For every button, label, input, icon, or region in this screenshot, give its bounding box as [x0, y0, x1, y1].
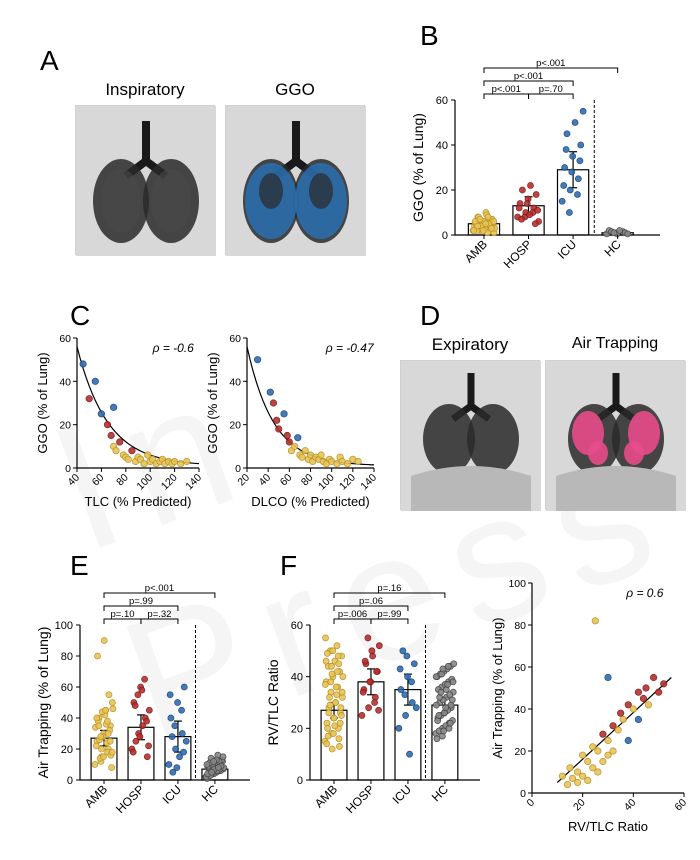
svg-text:HC: HC — [429, 782, 451, 804]
svg-text:0: 0 — [65, 463, 71, 475]
svg-text:ρ = -0.47: ρ = -0.47 — [325, 341, 375, 355]
panel-a-right-title: GGO — [225, 80, 365, 100]
svg-text:p=.70: p=.70 — [539, 84, 563, 95]
svg-text:80: 80 — [114, 472, 131, 489]
panel-c-label: C — [70, 300, 90, 332]
svg-text:120: 120 — [159, 472, 180, 493]
panel-c-right-chart: 020406020406080100120140GGO (% of Lung)D… — [205, 330, 380, 510]
svg-text:60: 60 — [514, 662, 526, 674]
svg-text:HC: HC — [602, 237, 624, 259]
svg-text:p<.001: p<.001 — [514, 71, 543, 82]
svg-text:0: 0 — [525, 797, 538, 810]
svg-text:AMB: AMB — [312, 782, 340, 810]
ct-inspiratory — [75, 105, 215, 255]
svg-text:40: 40 — [59, 376, 71, 388]
svg-text:100: 100 — [55, 620, 73, 632]
svg-text:140: 140 — [358, 472, 379, 493]
svg-text:20: 20 — [59, 420, 71, 432]
svg-text:p<.001: p<.001 — [536, 58, 565, 69]
svg-text:20: 20 — [571, 797, 588, 814]
svg-text:60: 60 — [61, 682, 73, 694]
svg-text:HOSP: HOSP — [113, 782, 147, 816]
svg-text:p<.001: p<.001 — [145, 583, 174, 594]
svg-text:80: 80 — [514, 620, 526, 632]
svg-text:80: 80 — [61, 651, 73, 663]
svg-text:Air Trapping (% of Lung): Air Trapping (% of Lung) — [490, 618, 505, 759]
svg-text:80: 80 — [299, 472, 316, 489]
svg-text:RV/TLC Ratio: RV/TLC Ratio — [568, 819, 648, 834]
svg-text:40: 40 — [514, 704, 526, 716]
svg-text:p=.06: p=.06 — [359, 596, 383, 607]
svg-text:20: 20 — [61, 744, 73, 756]
svg-text:0: 0 — [235, 463, 241, 475]
svg-text:40: 40 — [291, 672, 303, 684]
svg-text:GGO (% of Lung): GGO (% of Lung) — [410, 113, 426, 222]
svg-text:140: 140 — [183, 472, 204, 493]
svg-text:0: 0 — [297, 775, 303, 787]
svg-text:p=.32: p=.32 — [147, 609, 171, 620]
svg-text:40: 40 — [229, 376, 241, 388]
svg-text:HC: HC — [199, 782, 221, 804]
svg-text:60: 60 — [229, 333, 241, 345]
svg-text:60: 60 — [90, 472, 107, 489]
svg-text:AMB: AMB — [462, 237, 490, 265]
svg-text:120: 120 — [337, 472, 358, 493]
svg-text:60: 60 — [672, 797, 689, 814]
svg-text:40: 40 — [61, 713, 73, 725]
panel-f-scatter-chart: 0 20 40 60 80 100 0 20 40 60 Air Trapping (% of Lu… — [490, 575, 690, 835]
svg-text:20: 20 — [436, 185, 448, 197]
svg-text:40: 40 — [257, 472, 274, 489]
svg-text:60: 60 — [436, 95, 448, 107]
ct-expiratory — [400, 360, 540, 510]
svg-text:60: 60 — [291, 620, 303, 632]
panel-b-label: B — [420, 20, 439, 52]
panel-a-label: A — [40, 45, 59, 77]
svg-text:p<.001: p<.001 — [492, 84, 521, 95]
svg-text:RV/TLC Ratio: RV/TLC Ratio — [265, 659, 281, 745]
panel-e-chart: 020406080100Air Trapping (% of Lung)AMBH… — [35, 575, 260, 835]
svg-text:HOSP: HOSP — [343, 782, 377, 816]
svg-text:ICU: ICU — [555, 237, 580, 262]
svg-text:100: 100 — [508, 578, 526, 590]
ct-airtrap-overlay — [545, 360, 685, 510]
svg-text:60: 60 — [59, 333, 71, 345]
svg-text:Air Trapping (% of Lung): Air Trapping (% of Lung) — [35, 627, 51, 779]
svg-text:ICU: ICU — [160, 782, 185, 807]
svg-text:p=.99: p=.99 — [129, 596, 153, 607]
svg-text:TLC (% Predicted): TLC (% Predicted) — [85, 494, 192, 509]
svg-text:0: 0 — [520, 788, 526, 800]
svg-text:DLCO (% Predicted): DLCO (% Predicted) — [251, 494, 369, 509]
svg-text:ρ = 0.6: ρ = 0.6 — [625, 586, 664, 600]
svg-text:20: 20 — [514, 746, 526, 758]
panel-f-bar-chart: 0 20 40 60 RV/TLC Ratio AMBHOSP ICU HC p=.006 p=.… — [265, 575, 490, 835]
svg-text:40: 40 — [622, 797, 639, 814]
svg-text:GGO (% of Lung): GGO (% of Lung) — [35, 352, 50, 453]
svg-text:GGO (% of Lung): GGO (% of Lung) — [205, 352, 220, 453]
svg-text:20: 20 — [229, 420, 241, 432]
panel-d-label: D — [420, 300, 440, 332]
svg-text:ρ = -0.6: ρ = -0.6 — [152, 341, 195, 355]
svg-text:AMB: AMB — [82, 782, 110, 810]
svg-text:0: 0 — [67, 775, 73, 787]
svg-text:0: 0 — [442, 230, 448, 242]
panel-d-right-title: Air Trapping — [545, 335, 685, 353]
panel-a-left-title: Inspiratory — [75, 80, 215, 100]
panel-d-left-title: Expiratory — [400, 335, 540, 355]
svg-text:p=.16: p=.16 — [377, 583, 401, 594]
ct-ggo-overlay — [225, 105, 365, 255]
panel-c-left-chart: 0204060406080100120140GGO (% of Lung)TLC… — [35, 330, 205, 510]
svg-text:60: 60 — [278, 472, 295, 489]
svg-text:ICU: ICU — [390, 782, 415, 807]
svg-text:20: 20 — [291, 723, 303, 735]
svg-text:p=.10: p=.10 — [110, 609, 134, 620]
panel-b-chart: 0 20 40 60 GGO (% of Lung) AMB HOSP ICU HC p<.001… — [410, 50, 670, 290]
svg-text:100: 100 — [134, 472, 155, 493]
svg-text:100: 100 — [316, 472, 337, 493]
svg-text:40: 40 — [436, 140, 448, 152]
svg-text:p=.99: p=.99 — [377, 609, 401, 620]
svg-text:p=.006: p=.006 — [338, 609, 367, 620]
svg-text:HOSP: HOSP — [501, 237, 535, 271]
